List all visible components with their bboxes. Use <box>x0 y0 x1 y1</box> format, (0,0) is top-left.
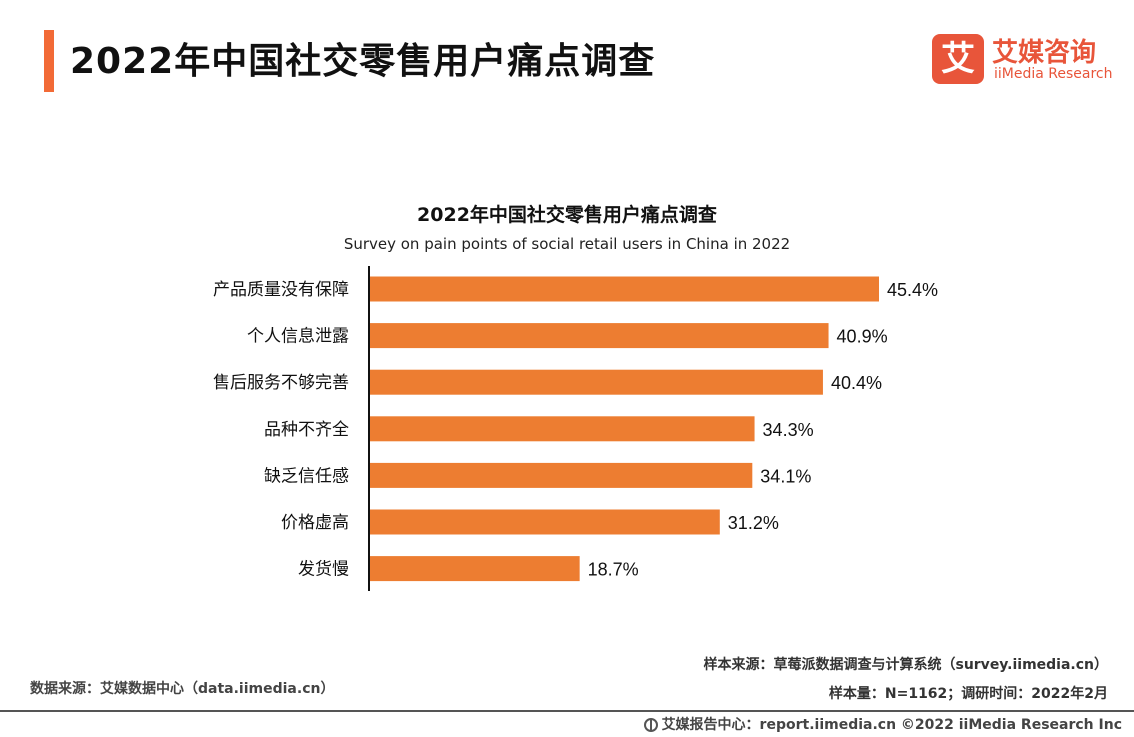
page-title: 2022年中国社交零售用户痛点调查 <box>70 41 656 82</box>
data-label: 31.2% <box>728 513 779 533</box>
category-label: 缺乏信任感 <box>264 466 349 486</box>
data-label: 34.3% <box>763 420 814 440</box>
bar <box>370 416 755 442</box>
category-label: 价格虚高 <box>281 513 349 533</box>
chart-subtitle: Survey on pain points of social retail u… <box>343 235 791 253</box>
data-label: 40.9% <box>837 327 888 347</box>
sample-size: 样本量：N=1162；调研时间：2022年2月 <box>828 686 1108 702</box>
sample-source: 样本来源：草莓派数据调查与计算系统（survey.iimedia.cn） <box>703 657 1108 673</box>
category-label: 发货慢 <box>298 559 349 580</box>
bar <box>370 462 753 488</box>
title-accent-bar <box>44 30 54 92</box>
data-label: 34.1% <box>760 466 811 486</box>
data-label: 40.4% <box>831 373 882 393</box>
footer: 艾媒报告中心：report.iimedia.cn ©2022 iiMedia R… <box>643 714 1122 734</box>
bar <box>370 556 580 582</box>
globe-icon <box>643 718 658 732</box>
bar <box>370 276 879 302</box>
bar <box>370 509 720 535</box>
chart-title: 2022年中国社交零售用户痛点调查 <box>417 204 717 226</box>
logo-name-en: iiMedia Research <box>994 66 1113 82</box>
bar <box>370 369 823 395</box>
data-source: 数据来源：艾媒数据中心（data.iimedia.cn） <box>30 681 335 697</box>
brand-logo: 艾 艾媒咨询 iiMedia Research <box>932 34 1122 86</box>
logo-mark-icon: 艾 <box>932 34 984 84</box>
logo-name-cn: 艾媒咨询 <box>992 38 1097 68</box>
data-label: 45.4% <box>887 280 938 300</box>
category-label: 产品质量没有保障 <box>213 280 349 300</box>
category-label: 售后服务不够完善 <box>213 373 349 393</box>
footer-text: 艾媒报告中心：report.iimedia.cn ©2022 iiMedia R… <box>661 717 1122 733</box>
category-label: 个人信息泄露 <box>247 327 349 347</box>
footer-divider <box>0 710 1134 712</box>
bar <box>370 323 829 349</box>
category-label: 品种不齐全 <box>264 420 349 440</box>
bar-chart: 产品质量没有保障 45.4% 个人信息泄露 40.9% 售后服务不够完善 40.4% 品种不… <box>213 266 938 591</box>
data-label: 18.7% <box>588 560 639 580</box>
